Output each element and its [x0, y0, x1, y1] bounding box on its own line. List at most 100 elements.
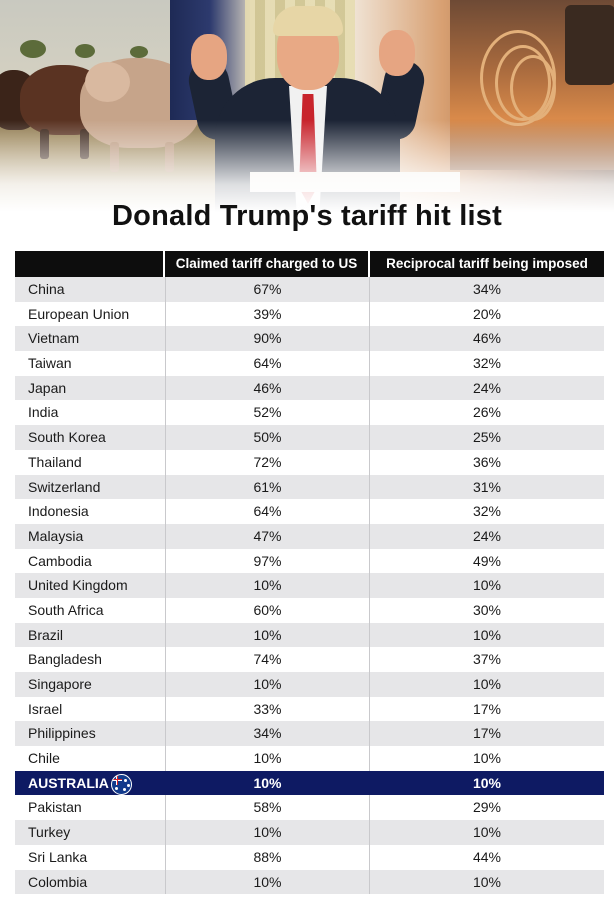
- cell-reciprocal-tariff: 31%: [472, 478, 502, 495]
- cell-reciprocal-tariff: 10%: [472, 626, 502, 643]
- country-name: Vietnam: [28, 330, 80, 347]
- table-row: Cambodia 97% 49%: [15, 548, 604, 574]
- cell-country: South Korea: [15, 425, 166, 450]
- cell-claimed-tariff: 33%: [166, 696, 370, 722]
- cell-country: Cambodia: [15, 548, 166, 574]
- cell-country: Switzerland: [15, 474, 166, 500]
- cell-country: China: [15, 277, 166, 302]
- cell-country: Pakistan: [15, 795, 166, 821]
- cell-claimed-tariff: 10%: [166, 869, 370, 895]
- tariff-table: Claimed tariff charged to US Reciprocal …: [15, 251, 604, 895]
- table-row: Pakistan 58% 29%: [15, 795, 604, 821]
- cell-reciprocal-tariff: 36%: [472, 453, 502, 470]
- cell-reciprocal-tariff: 17%: [472, 700, 502, 717]
- cell-country: Vietnam: [15, 326, 166, 352]
- table-row-highlighted: AUSTRALIA 10% 10%: [15, 770, 604, 796]
- cell-claimed-tariff: 88%: [166, 844, 370, 870]
- cell-claimed-tariff: 47%: [166, 523, 370, 549]
- cell-claimed-tariff: 10%: [166, 820, 370, 845]
- country-name: Japan: [28, 379, 67, 396]
- cell-claimed-tariff: 10%: [166, 573, 370, 598]
- cell-country: United Kingdom: [15, 573, 166, 598]
- cell-country: Colombia: [15, 869, 166, 895]
- cell-claimed-tariff: 64%: [166, 499, 370, 524]
- cell-claimed-tariff: 39%: [166, 301, 370, 327]
- cell-reciprocal-tariff: 10%: [472, 676, 502, 692]
- cell-claimed-tariff: 58%: [166, 795, 370, 821]
- table-header-row: Claimed tariff charged to US Reciprocal …: [15, 251, 604, 277]
- cell-country: Thailand: [15, 449, 166, 475]
- cell-country: European Union: [15, 301, 166, 327]
- cell-claimed-tariff: 67%: [166, 277, 370, 302]
- cell-country: South Africa: [15, 597, 166, 623]
- cell-claimed-tariff: 97%: [166, 548, 370, 574]
- cell-reciprocal-tariff: 25%: [472, 429, 502, 446]
- header-claimed-tariff: Claimed tariff charged to US: [165, 251, 370, 277]
- cell-country: Malaysia: [15, 523, 166, 549]
- cell-country: Chile: [15, 746, 166, 771]
- table-row: India 52% 26%: [15, 400, 604, 426]
- cell-reciprocal-tariff: 24%: [472, 527, 502, 544]
- cell-claimed-tariff: 10%: [166, 672, 370, 697]
- table-row: European Union 39% 20%: [15, 301, 604, 327]
- table-row: China 67% 34%: [15, 277, 604, 302]
- cell-country: Brazil: [15, 622, 166, 648]
- country-name: Chile: [28, 750, 60, 767]
- cell-reciprocal-tariff: 10%: [472, 873, 502, 890]
- table-row: Singapore 10% 10%: [15, 672, 604, 697]
- page-title: Donald Trump's tariff hit list: [112, 200, 502, 232]
- country-name: Thailand: [28, 453, 82, 470]
- cell-country: Japan: [15, 375, 166, 401]
- header-country: [15, 251, 165, 277]
- cell-reciprocal-tariff: 10%: [472, 774, 502, 791]
- cell-country: Israel: [15, 696, 166, 722]
- header-reciprocal-tariff: Reciprocal tariff being imposed: [386, 256, 588, 271]
- cell-country: Bangladesh: [15, 647, 166, 672]
- table-row: Bangladesh 74% 37%: [15, 647, 604, 672]
- country-name: European Union: [28, 305, 130, 322]
- country-name: China: [28, 281, 65, 297]
- country-name: Switzerland: [28, 478, 101, 495]
- country-name: South Korea: [28, 429, 106, 446]
- country-name: Indonesia: [28, 503, 89, 520]
- cell-country: Sri Lanka: [15, 844, 166, 870]
- cell-country: Indonesia: [15, 499, 166, 524]
- table-row: Turkey 10% 10%: [15, 820, 604, 845]
- country-name: Philippines: [28, 725, 96, 742]
- country-name: Israel: [28, 700, 63, 717]
- cell-reciprocal-tariff: 10%: [472, 824, 502, 841]
- cell-reciprocal-tariff: 30%: [472, 601, 502, 618]
- country-name: Sri Lanka: [28, 848, 88, 865]
- table-row: Malaysia 47% 24%: [15, 523, 604, 549]
- table-row: Sri Lanka 88% 44%: [15, 844, 604, 870]
- australia-flag-icon: [111, 773, 132, 795]
- cell-country: India: [15, 400, 166, 426]
- cell-reciprocal-tariff: 34%: [472, 281, 502, 297]
- cell-reciprocal-tariff: 10%: [472, 750, 502, 767]
- country-name: United Kingdom: [28, 577, 128, 594]
- cell-country: AUSTRALIA: [15, 770, 166, 796]
- table-row: Thailand 72% 36%: [15, 449, 604, 475]
- cell-claimed-tariff: 34%: [166, 721, 370, 747]
- cell-country: Singapore: [15, 672, 166, 697]
- table-row: Taiwan 64% 32%: [15, 351, 604, 376]
- table-body: China 67% 34% European Union 39% 20% Vietnam 90…: [15, 277, 604, 895]
- cell-country: Taiwan: [15, 351, 166, 376]
- table-row: Philippines 34% 17%: [15, 721, 604, 747]
- cell-reciprocal-tariff: 44%: [472, 848, 502, 865]
- table-row: Switzerland 61% 31%: [15, 474, 604, 500]
- cell-reciprocal-tariff: 46%: [472, 330, 502, 347]
- cell-claimed-tariff: 74%: [166, 647, 370, 672]
- cell-claimed-tariff: 10%: [166, 622, 370, 648]
- cell-claimed-tariff: 60%: [166, 597, 370, 623]
- cell-reciprocal-tariff: 10%: [472, 577, 502, 594]
- country-name: Singapore: [28, 676, 92, 692]
- table-row: South Korea 50% 25%: [15, 425, 604, 450]
- country-name: India: [28, 404, 59, 421]
- table-row: Chile 10% 10%: [15, 746, 604, 771]
- country-name: South Africa: [28, 601, 104, 618]
- country-name: Pakistan: [28, 799, 82, 816]
- table-row: Japan 46% 24%: [15, 375, 604, 401]
- country-name: AUSTRALIA: [28, 774, 109, 791]
- cell-country: Philippines: [15, 721, 166, 747]
